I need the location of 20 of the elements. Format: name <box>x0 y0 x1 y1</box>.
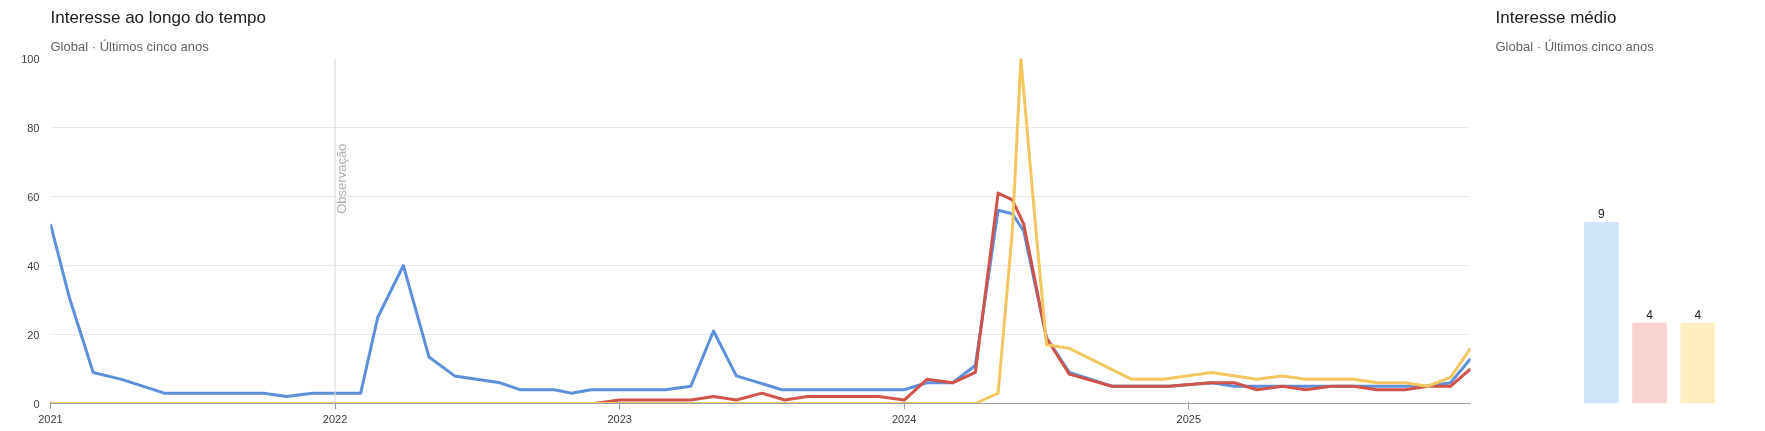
y-tick-label: 20 <box>27 328 40 341</box>
x-tick-label: 2025 <box>1176 412 1202 425</box>
x-tick-label: 2024 <box>891 412 917 425</box>
chart-title: Interesse ao longo do tempo <box>50 7 266 27</box>
ref-line-label: Observação <box>334 143 350 214</box>
y-tick-label: 40 <box>27 259 40 272</box>
chart-subtitle: Global · Últimos cinco anos <box>50 38 210 54</box>
y-tick-label: 80 <box>27 121 40 134</box>
chart-subtitle: Global · Últimos cinco anos <box>1495 38 1655 54</box>
chart-title: Interesse médio <box>1495 7 1617 27</box>
y-tick-label: 0 <box>33 397 40 410</box>
y-tick-label: 100 <box>21 52 40 65</box>
line-series <box>50 58 1471 404</box>
x-tick-label: 2021 <box>38 412 63 425</box>
data-label: 4 <box>1646 307 1654 322</box>
data-label: 4 <box>1694 307 1702 322</box>
y-tick-label: 60 <box>27 190 40 203</box>
x-tick-label: 2022 <box>322 412 348 425</box>
data-label: 9 <box>1598 206 1606 221</box>
x-tick-label: 2023 <box>607 412 632 425</box>
